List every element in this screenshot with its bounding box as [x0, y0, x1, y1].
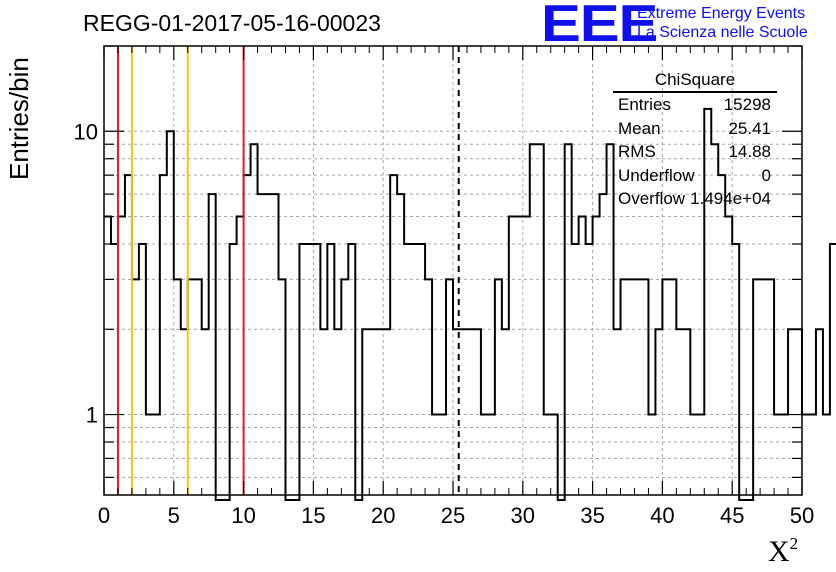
stats-row-mean: Mean 25.41 — [613, 117, 777, 141]
x-axis-label-superscript: 2 — [789, 534, 799, 553]
logo-line-1: Extreme Energy Events — [637, 5, 806, 22]
x-tick-label: 15 — [301, 503, 325, 528]
reference-lines — [116, 46, 460, 495]
x-axis-label-base: X — [768, 535, 790, 568]
y-tick-label: 1 — [86, 403, 98, 428]
stats-value: 0 — [761, 165, 771, 185]
stats-value: 14.88 — [728, 142, 771, 161]
stats-row-underflow: Underflow 0 — [613, 164, 777, 188]
x-tick-label: 5 — [168, 503, 180, 528]
x-tick-label: 10 — [231, 503, 255, 528]
stats-box: ChiSquare Entries 15298 Mean 25.41 RMS 1… — [613, 70, 777, 211]
stats-value: 1.494e+04 — [690, 189, 771, 208]
x-tick-label: 25 — [441, 503, 465, 528]
x-tick-label: 30 — [511, 503, 535, 528]
stats-title: ChiSquare — [613, 70, 777, 93]
stats-key: Underflow — [618, 165, 695, 185]
x-tick-label: 40 — [650, 503, 674, 528]
stats-key: Entries — [618, 95, 671, 114]
histogram-series — [104, 107, 836, 501]
x-tick-label: 0 — [98, 503, 110, 528]
eee-logo: EEE — [541, 0, 658, 53]
stats-value: 25.41 — [728, 118, 771, 138]
x-tick-label: 45 — [720, 503, 744, 528]
y-axis-label: Entries/bin — [4, 57, 34, 180]
x-tick-label: 35 — [580, 503, 604, 528]
logo-line-2: La Scienza nelle Scuole — [637, 24, 808, 41]
stats-key: Mean — [618, 118, 661, 138]
stats-key: Overflow — [618, 189, 686, 208]
x-tick-label: 50 — [790, 503, 814, 528]
y-tick-label: 10 — [74, 119, 98, 144]
tick-labels: 0 5 10 15 20 25 30 35 40 45 50 1 10 — [74, 119, 815, 528]
axis-ticks — [103, 45, 803, 495]
x-tick-label: 20 — [371, 503, 395, 528]
stats-key: RMS — [618, 142, 656, 161]
stats-value: 15298 — [723, 95, 771, 114]
x-axis-label: X2 — [768, 534, 798, 569]
stats-row-overflow: Overflow 1.494e+04 — [613, 187, 777, 211]
histogram-step-line — [104, 107, 836, 501]
chart-title: REGG-01-2017-05-16-00023 — [83, 10, 381, 36]
stats-row-entries: Entries 15298 — [613, 93, 777, 117]
stats-row-rms: RMS 14.88 — [613, 140, 777, 164]
